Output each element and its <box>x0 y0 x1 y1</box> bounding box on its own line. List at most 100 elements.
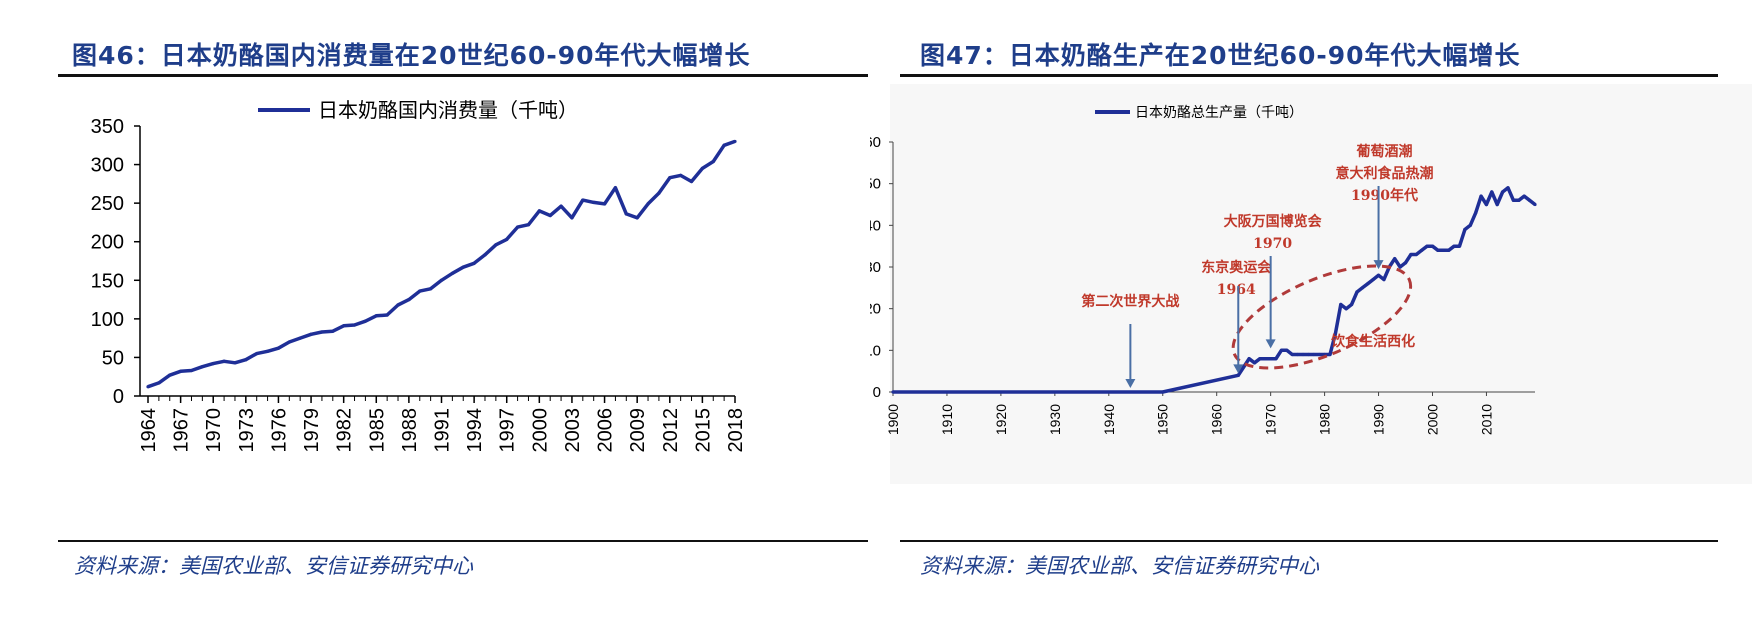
data-point <box>1382 277 1386 282</box>
data-point <box>1328 352 1332 357</box>
data-point <box>418 289 422 293</box>
x-tick-label: 1973 <box>236 408 258 453</box>
data-point <box>1242 365 1246 369</box>
right-panel: 图47：日本奶酪生产在20世纪60-90年代大幅增长 日本奶酪总生产量（千吨） 0… <box>870 0 1755 620</box>
data-point <box>1301 352 1305 357</box>
data-point <box>635 216 639 220</box>
y-tick-label: 30 <box>870 259 881 276</box>
data-point <box>1306 352 1311 357</box>
data-point <box>352 323 357 327</box>
data-point <box>1436 248 1440 252</box>
data-point <box>298 336 302 340</box>
y-tick-label: 250 <box>91 193 124 215</box>
data-point <box>1490 190 1494 194</box>
data-point <box>320 330 324 334</box>
data-point <box>1452 244 1456 248</box>
data-point <box>1393 257 1397 261</box>
data-point <box>265 349 270 353</box>
data-point <box>1441 248 1445 252</box>
y-tick-label: 10 <box>870 342 881 359</box>
data-point <box>1430 244 1435 248</box>
data-point <box>1285 348 1289 352</box>
x-tick-label: 1982 <box>334 408 356 453</box>
annotation-osaka-expo: 大阪万国博览会 <box>1224 213 1323 230</box>
x-tick-label: 2000 <box>1424 404 1440 435</box>
data-point <box>1414 252 1418 257</box>
data-point <box>646 202 650 206</box>
annotation-tokyo-olympics: 东京奥运会 <box>1201 259 1272 276</box>
data-point <box>1355 290 1359 294</box>
data-point <box>1258 357 1262 361</box>
data-point <box>1247 357 1251 361</box>
right-source-rule <box>900 540 1718 542</box>
y-tick-label: 350 <box>91 116 124 138</box>
data-point <box>559 204 563 208</box>
y-tick-label: 50 <box>870 176 881 193</box>
right-chart: 日本奶酪总生产量（千吨） 0 10 20 30 40 50 60 1900 1910 1920 193… <box>870 84 1752 484</box>
left-title-rule <box>58 74 868 77</box>
x-tick-label: 2010 <box>1478 404 1494 435</box>
left-source-rule <box>58 540 868 542</box>
x-tick-label: 2012 <box>660 408 682 453</box>
x-tick-label: 1976 <box>268 408 290 453</box>
data-point <box>179 369 183 373</box>
data-point <box>570 216 574 220</box>
data-point <box>668 176 672 180</box>
x-tick-label: 1970 <box>203 408 225 453</box>
data-point <box>1349 302 1354 307</box>
data-point <box>1533 202 1537 207</box>
x-tick-label: 1991 <box>432 408 454 453</box>
y-tick-label: 0 <box>113 386 124 408</box>
data-point <box>1409 252 1413 257</box>
data-point <box>1317 352 1321 357</box>
data-point <box>1484 202 1489 207</box>
data-point <box>1296 352 1300 357</box>
data-point <box>407 297 411 302</box>
annotation-tokyo-arrow-head <box>1233 364 1244 374</box>
data-point <box>374 314 378 318</box>
legend-label: 日本奶酪国内消费量（千吨） <box>318 98 578 122</box>
annotation-tokyo-olympics: 1964 <box>1217 282 1256 298</box>
data-point <box>168 373 172 377</box>
x-tick-label: 1920 <box>993 404 1009 435</box>
data-point <box>624 212 628 216</box>
x-tick-label: 1997 <box>497 408 519 453</box>
y-tick-label: 50 <box>102 347 124 369</box>
x-tick-label: 1967 <box>171 408 193 453</box>
data-point <box>1479 194 1483 198</box>
data-point <box>287 340 291 344</box>
data-point <box>1463 227 1467 232</box>
data-point <box>711 159 715 164</box>
data-point <box>146 385 150 389</box>
data-point <box>1403 261 1408 265</box>
y-tick-label: 0 <box>873 384 881 401</box>
right-title-rule <box>900 74 1718 77</box>
data-point <box>157 381 161 385</box>
data-point <box>1511 198 1516 202</box>
data-point <box>1501 190 1505 194</box>
x-tick-label: 1979 <box>301 408 323 453</box>
data-point <box>244 358 248 362</box>
data-point <box>200 365 204 369</box>
y-tick-label: 40 <box>870 217 881 234</box>
right-figure-title: 图47：日本奶酪生产在20世纪60-90年代大幅增长 <box>920 41 1521 70</box>
data-point <box>1333 332 1337 336</box>
data-point <box>342 324 346 328</box>
x-tick-label: 1964 <box>138 408 160 453</box>
x-tick-label: 1994 <box>464 408 486 453</box>
data-point <box>581 198 585 202</box>
data-point <box>602 202 607 206</box>
data-point <box>1420 248 1424 252</box>
data-point <box>1371 277 1375 282</box>
x-tick-label: 1980 <box>1317 404 1333 435</box>
right-source-note: 资料来源：美国农业部、安信证券研究中心 <box>920 554 1319 578</box>
data-point <box>1279 348 1284 352</box>
x-tick-label: 1988 <box>399 408 421 453</box>
x-tick-label: 2018 <box>725 408 747 453</box>
x-tick-label: 2015 <box>692 408 714 453</box>
data-point <box>1344 307 1348 311</box>
x-tick-label: 1940 <box>1101 404 1117 435</box>
data-point <box>689 179 694 184</box>
x-tick-label: 2006 <box>595 408 617 453</box>
data-point <box>891 390 895 394</box>
